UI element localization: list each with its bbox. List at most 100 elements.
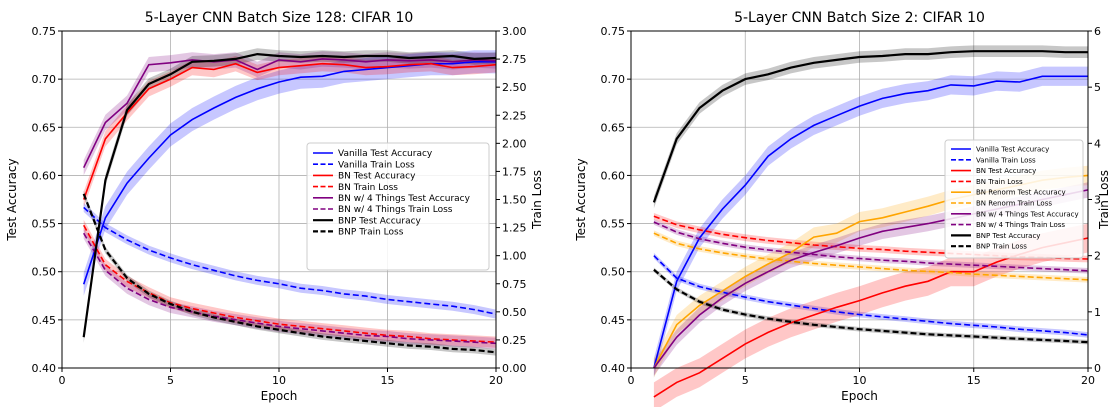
- series-line: [82, 62, 497, 200]
- series-band: [83, 50, 496, 296]
- y-tick-label: 0.70: [32, 73, 57, 86]
- x-tick-label: 15: [967, 374, 981, 387]
- y-tick-label: 0.55: [601, 218, 626, 231]
- y2-axis-label: Train Loss: [1097, 170, 1111, 230]
- legend-label: BNP Test Accuracy: [976, 232, 1040, 240]
- y2-tick-label: 0: [1094, 362, 1101, 375]
- x-tick-label: 5: [742, 374, 749, 387]
- legend-item: BN w/ 4 Things Test Accuracy: [313, 194, 471, 204]
- legend-item: Vanilla Test Accuracy: [313, 149, 433, 159]
- x-tick-label: 10: [272, 374, 286, 387]
- series-band: [83, 56, 496, 208]
- series-line: [83, 206, 497, 315]
- legend-box: [306, 142, 490, 271]
- legend-label: BNP Train Loss: [338, 228, 404, 238]
- series-band: [653, 252, 1088, 338]
- legend-item: BN Renorm Test Accuracy: [951, 189, 1066, 197]
- y-tick-label: 0.50: [32, 266, 57, 279]
- y2-tick-label: 0.75: [502, 278, 527, 291]
- series-line: [82, 224, 497, 343]
- legend-label: Vanilla Test Accuracy: [338, 149, 433, 159]
- legend-item: BN w/ 4 Things Train Loss: [313, 205, 453, 215]
- legend-label: BN w/ 4 Things Test Accuracy: [338, 194, 471, 204]
- legend-label: BN w/ 4 Things Train Loss: [976, 221, 1065, 229]
- x-tick-label: 0: [59, 374, 66, 387]
- series-line: [653, 268, 1089, 344]
- legend-item: BNP Test Accuracy: [951, 232, 1040, 240]
- x-axis: 0 5 10 15 20: [628, 368, 1095, 387]
- legend-item: Vanilla Train Loss: [313, 160, 415, 170]
- legend-item: Vanilla Test Accuracy: [951, 146, 1049, 154]
- legend-label: BN Train Loss: [338, 183, 398, 193]
- series-line: [83, 232, 497, 345]
- y2-tick-label: 2: [1094, 250, 1101, 263]
- legend-box: [944, 139, 1084, 259]
- y2-tick-label: 0.25: [502, 334, 527, 347]
- legend-item: Vanilla Train Loss: [951, 156, 1036, 164]
- x-tick-label: 10: [853, 374, 867, 387]
- legend-item: BNP Train Loss: [313, 228, 404, 238]
- legend-label: BN w/ 4 Things Train Loss: [338, 205, 453, 215]
- y2-axis-label: Train Loss: [530, 170, 544, 230]
- legend-item: BNP Test Accuracy: [313, 216, 422, 226]
- legend-label: BN w/ 4 Things Test Accuracy: [976, 210, 1079, 218]
- y-axis-label: Test Accuracy: [5, 158, 19, 241]
- legend-label: Vanilla Test Accuracy: [976, 146, 1049, 154]
- legend-label: BN Test Accuracy: [338, 172, 416, 182]
- legend-label: Vanilla Train Loss: [338, 160, 415, 170]
- x-axis-label: Epoch: [841, 389, 878, 403]
- y-tick-label: 0.45: [32, 314, 57, 327]
- chart-panel-1: 0 5 10 15 20 0.40 0.45 0.50 0.55 0.60 0.65 0.70 0.75…: [5, 10, 544, 403]
- legend-item: BN w/ 4 Things Train Loss: [951, 221, 1065, 229]
- y-axis-label: Test Accuracy: [574, 158, 588, 241]
- series-line: [653, 255, 1089, 336]
- legend-item: BN w/ 4 Things Test Accuracy: [951, 210, 1079, 218]
- y-tick-label: 0.50: [601, 266, 626, 279]
- series-line: [653, 221, 1089, 272]
- y2-tick-label: 1.50: [502, 194, 527, 207]
- legend-item: BN Renorm Train Loss: [951, 200, 1052, 208]
- series-line: [82, 58, 497, 169]
- legend-item: BN Test Accuracy: [951, 167, 1036, 175]
- y2-tick-label: 2.25: [502, 109, 527, 122]
- y2-tick-label: 6: [1094, 25, 1101, 38]
- series-line: [82, 193, 497, 354]
- y-tick-label: 0.65: [601, 121, 626, 134]
- y2-tick-label: 3.00: [502, 25, 527, 38]
- x-tick-label: 15: [381, 374, 395, 387]
- y-tick-label: 0.45: [601, 314, 626, 327]
- legend-label: BN Renorm Train Loss: [976, 200, 1052, 208]
- chart-title: 5-Layer CNN Batch Size 128: CIFAR 10: [145, 10, 414, 26]
- legend-label: BNP Test Accuracy: [338, 216, 422, 226]
- y2-tick-label: 1.00: [502, 250, 527, 263]
- legend-item: BN Train Loss: [951, 178, 1023, 186]
- y-tick-label: 0.70: [601, 73, 626, 86]
- y2-tick-label: 4: [1094, 137, 1101, 150]
- x-tick-label: 20: [489, 374, 503, 387]
- chart-title: 5-Layer CNN Batch Size 2: CIFAR 10: [734, 10, 985, 26]
- legend-label: BN Renorm Test Accuracy: [976, 189, 1066, 197]
- series-line: [653, 232, 1089, 281]
- x-tick-label: 20: [1081, 374, 1095, 387]
- series-group: [82, 48, 497, 356]
- y2-tick-label: 2.00: [502, 137, 527, 150]
- series-line: [652, 50, 1088, 203]
- series-line: [653, 75, 1088, 369]
- series-line: [82, 52, 497, 338]
- y-axis-left: 0.40 0.45 0.50 0.55 0.60 0.65 0.70 0.75: [601, 25, 631, 375]
- legend-item: BNP Train Loss: [951, 243, 1027, 251]
- y2-tick-label: 2.75: [502, 53, 527, 66]
- legend-label: BN Train Loss: [976, 178, 1023, 186]
- legend-label: BN Test Accuracy: [976, 167, 1036, 175]
- y2-tick-label: 2.50: [502, 81, 527, 94]
- y2-tick-label: 3: [1094, 194, 1101, 207]
- y2-tick-label: 1.75: [502, 165, 527, 178]
- y2-tick-label: 1.25: [502, 222, 527, 235]
- x-tick-label: 0: [628, 374, 635, 387]
- y-tick-label: 0.55: [32, 218, 57, 231]
- y-tick-label: 0.75: [32, 25, 57, 38]
- y-tick-label: 0.60: [601, 169, 626, 182]
- x-axis: 0 5 10 15 20: [59, 368, 503, 387]
- y-axis-left: 0.40 0.45 0.50 0.55 0.60 0.65 0.70 0.75: [32, 25, 62, 375]
